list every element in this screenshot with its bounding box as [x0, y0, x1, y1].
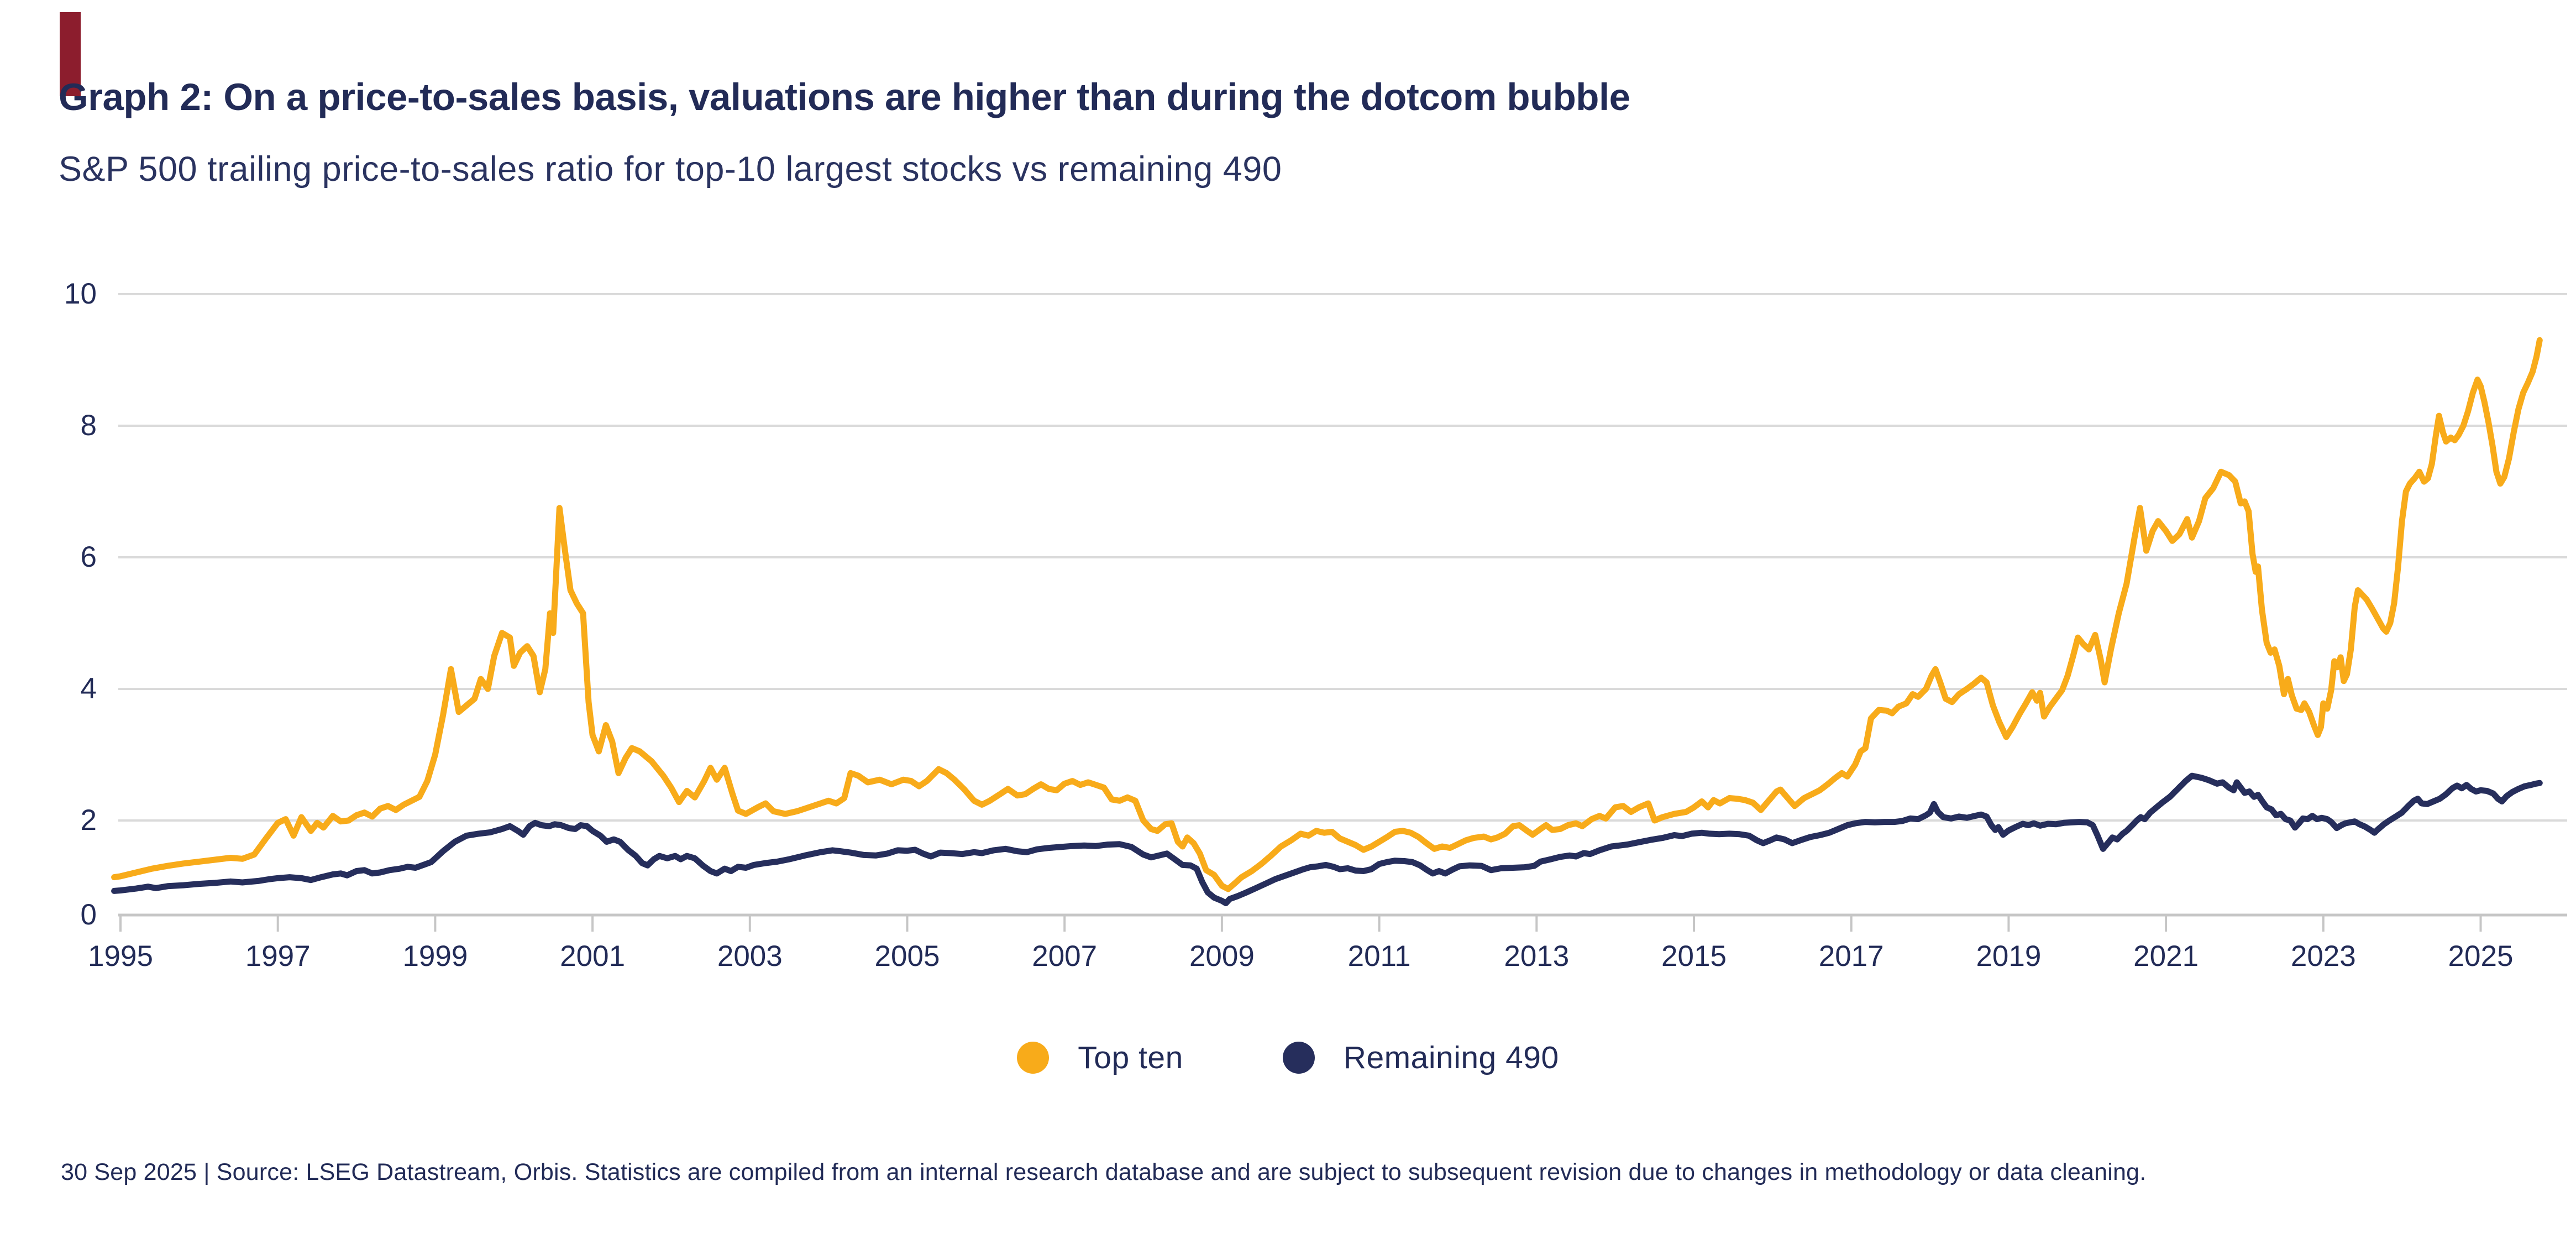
x-axis-tick-label-2007: 2007 [1032, 940, 1098, 973]
x-axis-tick-label-2023: 2023 [2290, 940, 2356, 973]
remaining-490-line-series [111, 772, 2543, 907]
x-axis-tick-label-2019: 2019 [1976, 940, 2042, 973]
top-ten-dot-icon [1017, 1042, 1050, 1074]
x-axis-tick-label-2009: 2009 [1189, 940, 1255, 973]
chart-legend: Top ten Remaining 490 [0, 1039, 2576, 1076]
x-axis-tick-label-2001: 2001 [560, 940, 626, 973]
x-axis-tick-label-2011: 2011 [1347, 940, 1411, 973]
x-axis-tick-label-2025: 2025 [2448, 940, 2514, 973]
chart-title: Graph 2: On a price-to-sales basis, valu… [59, 76, 1630, 118]
y-axis-tick-label-0: 0 [80, 898, 97, 931]
x-axis-tick-label-2005: 2005 [874, 940, 940, 973]
x-axis-tick-label-2015: 2015 [1661, 940, 1727, 973]
y-axis-tick-label-8: 8 [80, 409, 97, 442]
source-footnote: 30 Sep 2025 | Source: LSEG Datastream, O… [61, 1159, 2147, 1185]
legend-item-remaining-490: Remaining 490 [1282, 1039, 1559, 1076]
top-ten-line-series [111, 337, 2543, 892]
y-axis-tick-label-2: 2 [80, 804, 97, 837]
y-axis-tick-label-10: 10 [64, 278, 97, 310]
accent-marker-bar [60, 12, 81, 96]
x-axis-tick-label-2003: 2003 [717, 940, 783, 973]
legend-label-remaining-490: Remaining 490 [1343, 1040, 1559, 1075]
y-axis-tick-label-4: 4 [80, 672, 97, 705]
x-axis-tick-label-1997: 1997 [245, 940, 311, 973]
x-axis-tick-label-1995: 1995 [88, 940, 153, 973]
legend-item-top-ten: Top ten [1017, 1039, 1183, 1076]
x-axis-tick-label-1999: 1999 [402, 940, 468, 973]
legend-label-top-ten: Top ten [1078, 1040, 1183, 1075]
x-axis-tick-label-2017: 2017 [1818, 940, 1884, 973]
remaining-490-dot-icon [1282, 1042, 1315, 1074]
y-axis-tick-label-6: 6 [80, 541, 97, 573]
chart-subtitle: S&P 500 trailing price-to-sales ratio fo… [59, 150, 1282, 189]
x-axis-tick-label-2021: 2021 [2133, 940, 2199, 973]
x-axis-tick-label-2013: 2013 [1504, 940, 1570, 973]
